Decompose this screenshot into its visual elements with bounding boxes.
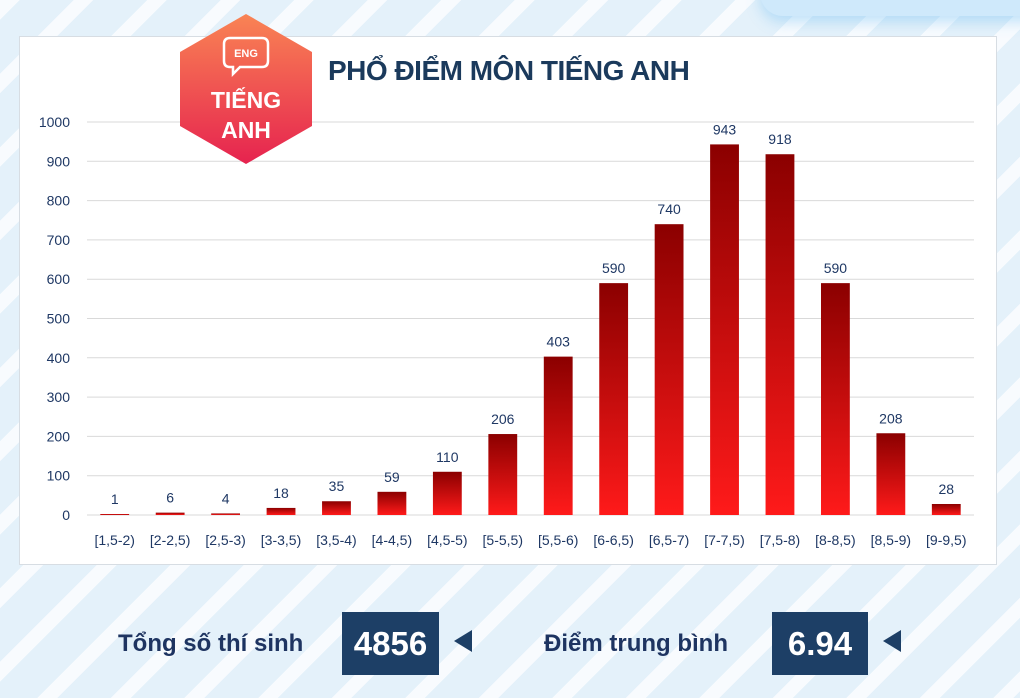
bar-chart: 0 100 200 300 400 500 600 700 800 900 1000 1 [1,5-2)… xyxy=(39,114,974,548)
y-tick-label: 1000 xyxy=(39,114,70,130)
bar xyxy=(155,512,185,515)
x-tick-label: [4,5-5) xyxy=(427,532,467,548)
y-tick-label: 0 xyxy=(62,507,70,523)
x-tick-label: [1,5-2) xyxy=(94,532,134,548)
data-label: 110 xyxy=(436,449,459,465)
data-label: 206 xyxy=(491,411,515,427)
y-tick-label: 700 xyxy=(47,232,71,248)
bar xyxy=(765,154,795,515)
data-label: 943 xyxy=(713,121,737,137)
bar xyxy=(266,507,296,515)
average-score-value: 6.94 xyxy=(772,612,868,675)
data-label: 590 xyxy=(602,260,626,276)
bar xyxy=(432,471,462,515)
x-tick-label: [6,5-7) xyxy=(649,532,689,548)
speech-bubble-icon: ENG xyxy=(222,36,270,78)
bar xyxy=(100,514,130,515)
bar xyxy=(543,356,573,515)
y-tick-label: 800 xyxy=(47,193,71,209)
average-score-label: Điểm trung bình xyxy=(544,630,728,657)
stats-bar: Tổng số thí sinh 4856 Điểm trung bình 6.… xyxy=(0,612,1020,676)
bar xyxy=(322,501,351,515)
bar xyxy=(710,144,739,515)
data-label: 918 xyxy=(768,131,792,147)
bar xyxy=(377,491,407,515)
data-label: 740 xyxy=(657,201,681,217)
x-tick-label: [3-3,5) xyxy=(261,532,301,548)
bar xyxy=(488,434,518,515)
x-tick-label: [5-5,5) xyxy=(483,532,523,548)
x-tick-label: [8-8,5) xyxy=(815,532,855,548)
x-tick-label: [9-9,5) xyxy=(926,532,966,548)
bar xyxy=(876,433,906,515)
data-label: 4 xyxy=(222,490,230,506)
data-label: 18 xyxy=(273,485,289,501)
badge-line2: ANH xyxy=(221,117,271,143)
english-badge: ENG TIẾNG ANH xyxy=(180,14,312,164)
x-tick-label: [2,5-3) xyxy=(205,532,245,548)
data-label: 590 xyxy=(824,260,848,276)
y-tick-label: 900 xyxy=(47,153,71,169)
data-label: 28 xyxy=(938,481,954,497)
corner-decoration xyxy=(760,0,1020,16)
chart-title: PHỔ ĐIỂM MÔN TIẾNG ANH xyxy=(328,55,690,86)
bar xyxy=(654,224,684,515)
y-tick-label: 200 xyxy=(47,428,71,444)
x-tick-label: [8,5-9) xyxy=(871,532,911,548)
data-label: 59 xyxy=(384,469,400,485)
bar xyxy=(599,283,629,515)
average-arrow-icon xyxy=(883,630,901,652)
total-candidates-label: Tổng số thí sinh xyxy=(118,630,304,657)
badge-icon-text: ENG xyxy=(234,48,258,60)
y-tick-label: 600 xyxy=(47,271,71,287)
x-tick-label: [3,5-4) xyxy=(316,532,356,548)
bar xyxy=(211,513,241,515)
y-tick-label: 300 xyxy=(47,389,71,405)
data-label: 1 xyxy=(111,491,119,507)
x-tick-label: [6-6,5) xyxy=(593,532,633,548)
y-tick-label: 500 xyxy=(47,311,71,327)
data-label: 35 xyxy=(329,478,345,494)
x-tick-label: [4-4,5) xyxy=(372,532,412,548)
bar xyxy=(820,283,850,515)
chart-card: 0 100 200 300 400 500 600 700 800 900 1000 1 [1,5-2)… xyxy=(19,36,997,565)
data-label: 403 xyxy=(547,334,571,350)
bar xyxy=(931,503,961,515)
badge-line1: TIẾNG xyxy=(211,86,281,113)
x-tick-label: [7-7,5) xyxy=(704,532,744,548)
x-tick-label: [5,5-6) xyxy=(538,532,578,548)
data-label: 6 xyxy=(166,490,174,506)
total-candidates-value: 4856 xyxy=(342,612,439,675)
x-tick-label: [2-2,5) xyxy=(150,532,190,548)
x-tick-label: [7,5-8) xyxy=(760,532,800,548)
total-arrow-icon xyxy=(454,630,472,652)
data-label: 208 xyxy=(879,410,903,426)
y-tick-label: 400 xyxy=(47,350,71,366)
y-tick-label: 100 xyxy=(47,468,71,484)
